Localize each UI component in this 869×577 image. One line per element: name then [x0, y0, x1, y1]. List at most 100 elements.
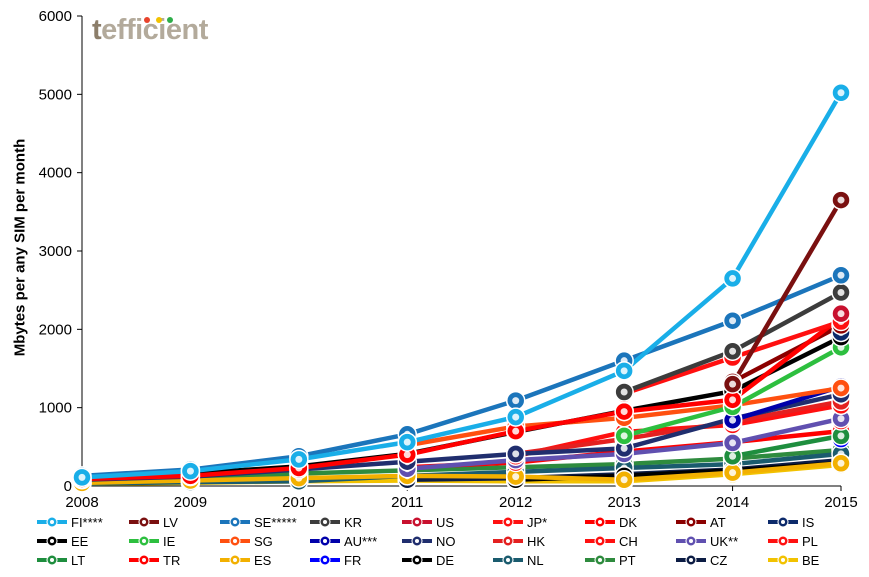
legend-swatch: [37, 535, 67, 547]
legend-swatch: [402, 554, 432, 566]
legend-swatch: [310, 554, 340, 566]
data-point-marker-center: [620, 388, 628, 396]
legend-swatch: [129, 516, 159, 528]
legend-swatch: [493, 535, 523, 547]
data-point-marker-center: [403, 438, 411, 446]
x-tick-label: 2015: [824, 494, 857, 511]
legend-item: US: [400, 514, 455, 530]
legend-swatch: [220, 535, 250, 547]
data-point-marker-center: [512, 473, 520, 481]
legend-label: IS: [802, 514, 815, 530]
series-line: [730, 323, 844, 385]
legend-label: NL: [527, 552, 544, 568]
legend-label: TR: [163, 552, 181, 568]
legend-item: FR: [308, 552, 362, 568]
data-point-marker-center: [729, 347, 737, 355]
legend-label: JP*: [527, 514, 548, 530]
legend-swatch: [676, 535, 706, 547]
data-point-marker-center: [403, 451, 411, 459]
data-point-marker-center: [729, 452, 737, 460]
data-point-marker-center: [837, 310, 845, 318]
legend-swatch: [310, 516, 340, 528]
y-tick-label: 0: [64, 478, 72, 495]
brand-logo: tefficient: [92, 14, 208, 47]
legend-label: FI****: [71, 514, 103, 530]
legend-item: AU***: [308, 534, 377, 549]
legend-swatch: [585, 516, 615, 528]
logo-dot-green: [167, 17, 173, 23]
series-line: [79, 90, 844, 480]
legend-item: BE: [766, 552, 820, 568]
data-point-marker-center: [78, 473, 86, 481]
legend-label: SG: [254, 533, 273, 549]
legend-swatch: [585, 554, 615, 566]
legend-label: FR: [344, 552, 362, 568]
data-point-marker-center: [512, 427, 520, 435]
legend-label: DK: [619, 514, 638, 530]
legend-swatch: [402, 516, 432, 528]
legend-label: CH: [619, 533, 638, 549]
data-point-marker-center: [512, 397, 520, 405]
logo-rest: efficient: [101, 14, 208, 46]
legend-swatch: [220, 516, 250, 528]
data-point-marker-center: [295, 455, 303, 463]
legend-label: LT: [71, 552, 86, 568]
data-point-marker-center: [620, 367, 628, 375]
legend-label: KR: [344, 514, 363, 530]
data-point-marker-center: [186, 467, 194, 475]
y-tick-label: 3000: [39, 243, 72, 260]
legend-label: SE*****: [254, 514, 297, 530]
legend-swatch: [768, 535, 798, 547]
data-point-marker-center: [837, 384, 845, 392]
legend-item: UK**: [674, 534, 738, 549]
data-point-marker-center: [729, 396, 737, 404]
legend-swatch: [220, 554, 250, 566]
legend-item: JP*: [491, 514, 548, 530]
legend-item: KR: [308, 514, 363, 530]
legend-label: LV: [163, 514, 178, 530]
legend-item: SG: [218, 533, 273, 549]
legend-item: HK: [491, 534, 545, 549]
data-point-marker-center: [729, 380, 737, 388]
logo-prefix: t: [92, 14, 102, 46]
legend-label: BE: [802, 552, 820, 568]
legend-swatch: [585, 535, 615, 547]
logo-dot-red: [144, 17, 150, 23]
y-tick-label: 4000: [39, 165, 72, 182]
legend-swatch: [493, 516, 523, 528]
legend-item: DE: [400, 553, 454, 568]
x-tick-label: 2014: [716, 494, 749, 511]
x-tick-label: 2013: [607, 494, 640, 511]
data-point-marker-center: [729, 274, 737, 282]
legend-swatch: [402, 535, 432, 547]
series-line: [513, 399, 844, 457]
legend-item: AT: [674, 515, 726, 530]
legend-label: PL: [802, 533, 818, 549]
legend-item: IE: [127, 533, 176, 549]
legend-swatch: [493, 554, 523, 566]
data-point-marker-center: [837, 89, 845, 97]
legend-swatch: [768, 516, 798, 528]
data-point-marker-center: [512, 413, 520, 421]
y-tick-label: 1000: [39, 400, 72, 417]
data-point-marker-center: [837, 459, 845, 467]
data-point-marker-center: [837, 415, 845, 423]
legend-item: SE*****: [218, 514, 297, 530]
y-tick-label: 5000: [39, 86, 72, 103]
legend-item: PL: [766, 533, 818, 549]
data-point-marker-center: [620, 408, 628, 416]
legend-item: TR: [127, 552, 181, 568]
legend-label: US: [436, 514, 455, 530]
legend-swatch: [37, 516, 67, 528]
legend-item: NO: [400, 534, 456, 549]
legend-swatch: [676, 516, 706, 528]
y-tick-label: 6000: [39, 8, 72, 25]
legend-label: IE: [163, 533, 176, 549]
legend-item: FI****: [35, 514, 103, 530]
legend-item: DK: [583, 514, 638, 530]
x-tick-label: 2009: [174, 494, 207, 511]
legend-swatch: [37, 554, 67, 566]
legend-swatch: [129, 554, 159, 566]
data-point-marker-center: [729, 317, 737, 325]
